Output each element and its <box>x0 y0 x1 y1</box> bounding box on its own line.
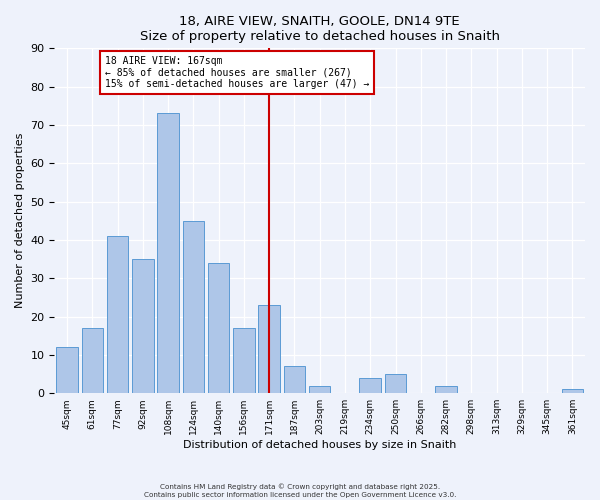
Bar <box>259 305 280 393</box>
X-axis label: Distribution of detached houses by size in Snaith: Distribution of detached houses by size … <box>183 440 457 450</box>
Bar <box>309 386 331 393</box>
Bar <box>359 378 381 393</box>
Bar <box>435 386 457 393</box>
Y-axis label: Number of detached properties: Number of detached properties <box>15 133 25 308</box>
Text: Contains HM Land Registry data © Crown copyright and database right 2025.
Contai: Contains HM Land Registry data © Crown c… <box>144 484 456 498</box>
Bar <box>385 374 406 393</box>
Bar <box>157 114 179 393</box>
Title: 18, AIRE VIEW, SNAITH, GOOLE, DN14 9TE
Size of property relative to detached hou: 18, AIRE VIEW, SNAITH, GOOLE, DN14 9TE S… <box>140 15 500 43</box>
Text: 18 AIRE VIEW: 167sqm
← 85% of detached houses are smaller (267)
15% of semi-deta: 18 AIRE VIEW: 167sqm ← 85% of detached h… <box>105 56 370 89</box>
Bar <box>208 263 229 393</box>
Bar <box>56 347 78 393</box>
Bar <box>107 236 128 393</box>
Bar <box>233 328 254 393</box>
Bar <box>82 328 103 393</box>
Bar <box>284 366 305 393</box>
Bar <box>132 259 154 393</box>
Bar <box>562 390 583 393</box>
Bar <box>182 221 204 393</box>
